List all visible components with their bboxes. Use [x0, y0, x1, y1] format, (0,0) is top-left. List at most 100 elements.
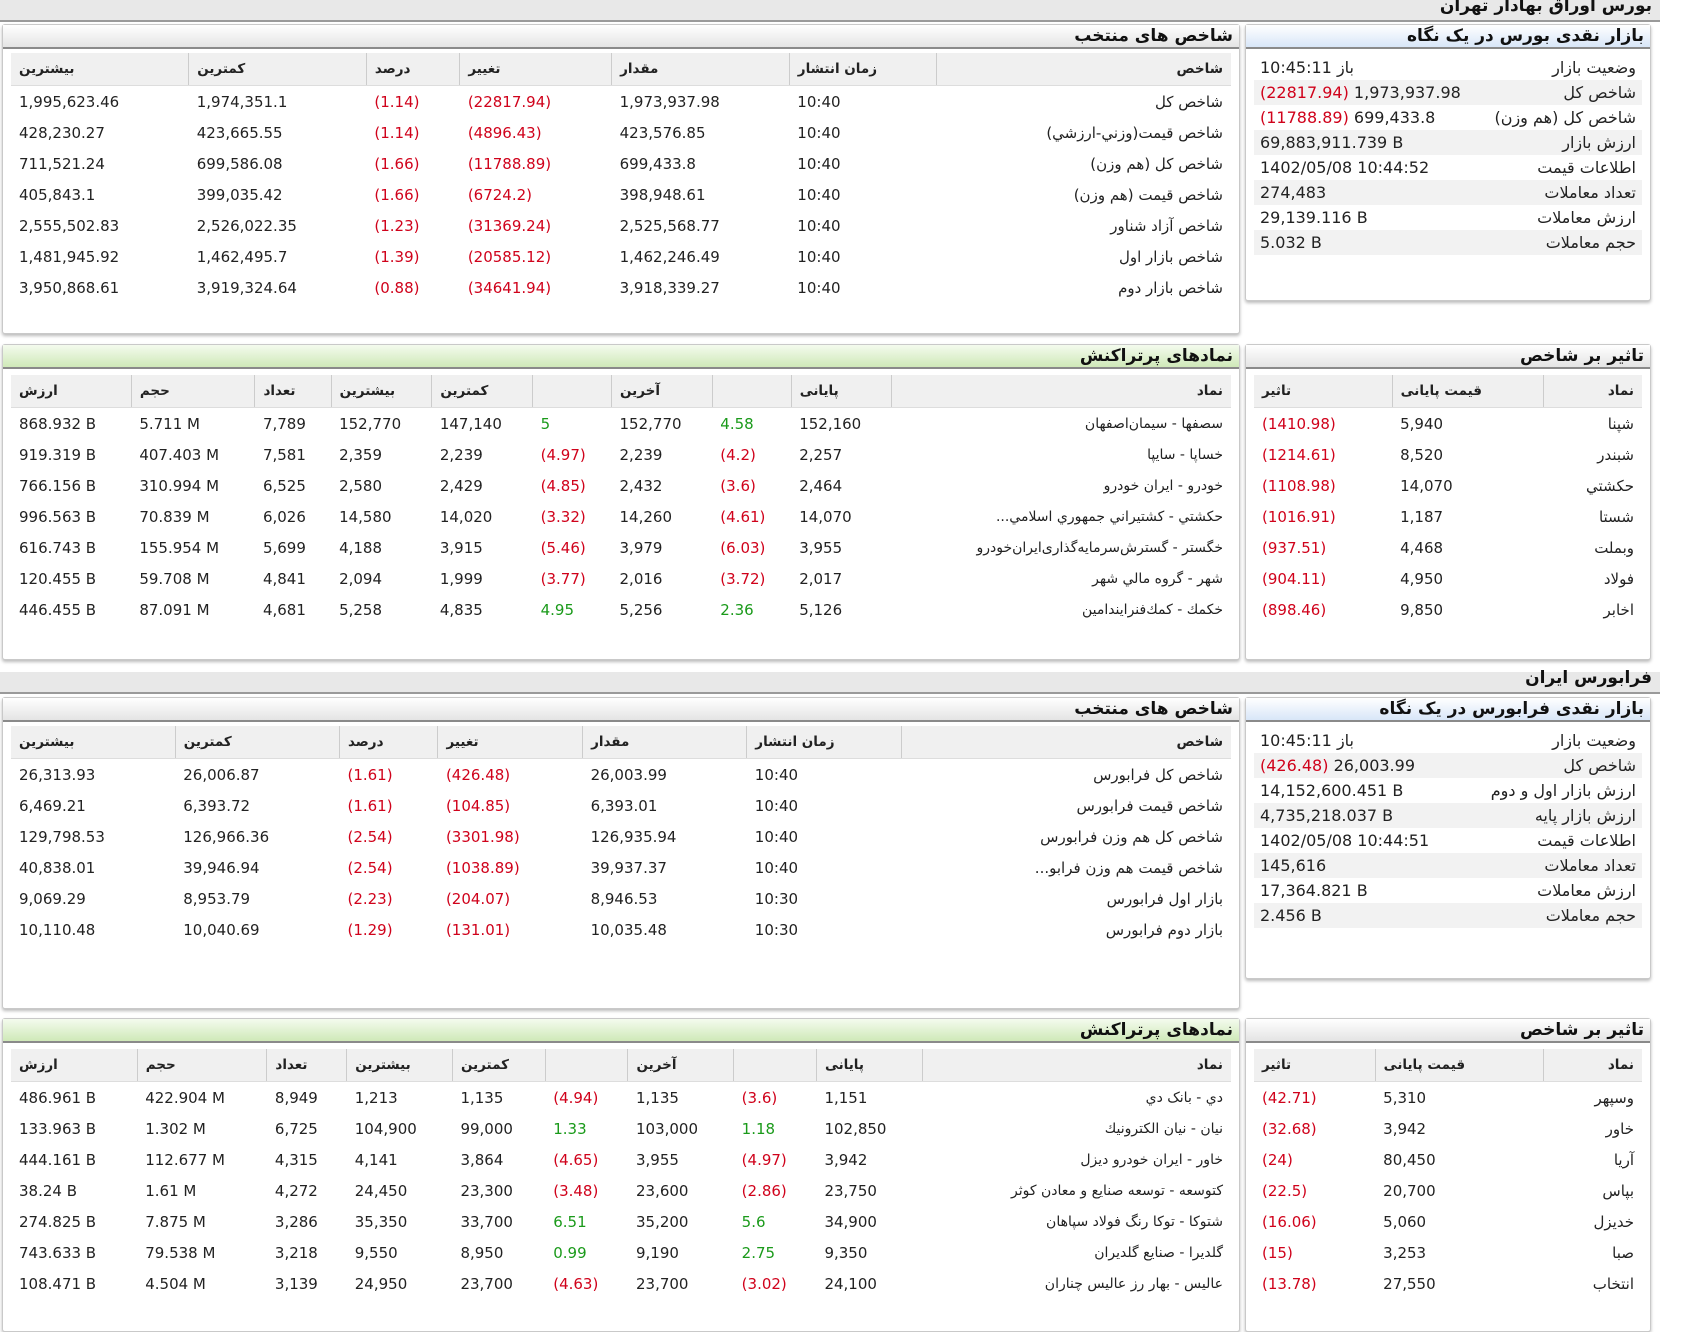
index-time: 10:40: [797, 216, 841, 235]
active-symbol-row[interactable]: خودرو - ایران‌ خودرو 2,464 (3.6) 2,432 (4.85…: [11, 470, 1231, 501]
impact-row[interactable]: آريا 80,450 (24): [1254, 1144, 1642, 1175]
index-min: 2,526,022.35: [196, 216, 297, 235]
index-row[interactable]: شاخص قيمت فرابورس 10:40 6,393.01 (104.85) (1…: [11, 790, 1231, 821]
impact-effect: (937.51): [1262, 538, 1327, 557]
summary-label: حجم معاملات: [1461, 903, 1642, 928]
index-time: 10:40: [754, 796, 799, 815]
active-symbol-row[interactable]: شهر - گروه مالي شهر 2,017 (3.72) 2,016 (3.77…: [11, 563, 1231, 594]
active-symbol-row[interactable]: دي - بانک دي 1,151 (3.6) 1,135 (4.94) 1,135 1,…: [11, 1082, 1231, 1114]
impact-price: 5,060: [1383, 1212, 1427, 1231]
active-symbol-row[interactable]: خگستر - گسترش‌سرمایه‌گذاری‌ایران‌خودرو 3,…: [11, 532, 1231, 563]
tehran-summary-header: بازار نقدی بورس در یک نگاه: [1246, 25, 1650, 49]
index-row[interactable]: شاخص قيمت(وزني-ارزشي) 10:40 423,576.85 (489…: [11, 117, 1231, 148]
impact-row[interactable]: شپنا 5,940 (1410.98): [1254, 408, 1642, 440]
farabourse-indices-header: شاخص های منتخب: [3, 698, 1239, 722]
active-symbol-row[interactable]: عاليس - بهار رز عاليس چناران 24,100 (3.02)…: [11, 1268, 1231, 1299]
index-row[interactable]: شاخص كل فرابورس 10:40 26,003.99 (426.48) (1.…: [11, 759, 1231, 791]
index-time: 10:40: [754, 858, 799, 877]
index-row[interactable]: شاخص آزاد شناور 10:40 2,525,568.77 (31369.2…: [11, 210, 1231, 241]
active-symbol-row[interactable]: خساپا - سایپا 2,257 (4.2) 2,239 (4.97) 2,239 2…: [11, 439, 1231, 470]
impact-row[interactable]: حکشتي 14,070 (1108.98): [1254, 470, 1642, 501]
active-symbol-row[interactable]: كتوسعه - توسعه صنايع و معادن كوثر 23,750 (…: [11, 1175, 1231, 1206]
summary-value-cell: 17,364.821 B: [1254, 878, 1462, 903]
impact-row[interactable]: خديزل 5,060 (16.06): [1254, 1206, 1642, 1237]
active-last-chg: (3.77): [540, 569, 586, 588]
summary-value-cell: (426.48) 26,003.99: [1254, 753, 1462, 778]
active-symbol-row[interactable]: خاور - ايران‌ خودرو ديزل 3,942 (4.97) 3,955…: [11, 1144, 1231, 1175]
summary-row: وضعیت بازار باز 10:45:11: [1254, 55, 1642, 80]
active-symbol-row[interactable]: نيان - نيان الكترونيك 102,850 1.18 103,000 1…: [11, 1113, 1231, 1144]
active-symbol: شهر - گروه مالي شهر: [1092, 570, 1223, 587]
index-row[interactable]: بازار اول فرابورس 10:30 8,946.53 (204.07) (2…: [11, 883, 1231, 914]
impact-symbol: فولاد: [1603, 569, 1634, 588]
impact-row[interactable]: بپاس 20,700 (22.5): [1254, 1175, 1642, 1206]
column-header-max: بیشترین: [346, 1049, 453, 1082]
active-last-chg: (4.65): [553, 1150, 599, 1169]
impact-row[interactable]: انتخاب 27,550 (13.78): [1254, 1268, 1642, 1299]
column-header-max: بیشترین: [11, 53, 189, 86]
index-row[interactable]: شاخص قيمت هم وزن فرابو... 10:40 39,937.37 (…: [11, 852, 1231, 883]
impact-row[interactable]: وسپهر 5,310 (42.71): [1254, 1082, 1642, 1114]
active-value: 996.563 B: [19, 507, 97, 526]
active-volume: 407.403 M: [139, 445, 220, 464]
active-symbol-row[interactable]: گلديرا - صنايع گلديران 9,350 2.75 9,190 0.99…: [11, 1237, 1231, 1268]
impact-row[interactable]: وبملت 4,468 (937.51): [1254, 532, 1642, 563]
index-time: 10:30: [754, 920, 799, 939]
index-name: شاخص كل (هم وزن): [1090, 154, 1223, 173]
active-volume: 87.091 M: [139, 600, 210, 619]
tehran-section-header: بورس اوراق بهادار تهران: [0, 0, 1660, 22]
active-symbol-row[interactable]: حکشتي - كشتيراني جمهوري اسلامي... 14,070 (…: [11, 501, 1231, 532]
active-symbol: سصفها - سیمان‌اصفهان: [1084, 415, 1223, 432]
summary-value: 5.032 B: [1260, 233, 1322, 252]
index-time: 10:40: [797, 123, 841, 142]
summary-value: 145,616: [1260, 856, 1327, 875]
active-close: 34,900: [824, 1212, 877, 1231]
impact-row[interactable]: فولاد 4,950 (904.11): [1254, 563, 1642, 594]
active-value: 274.825 B: [19, 1212, 97, 1231]
active-last-chg: (4.97): [540, 445, 586, 464]
impact-row[interactable]: خاور 3,942 (32.68): [1254, 1113, 1642, 1144]
index-row[interactable]: شاخص بازار دوم 10:40 3,918,339.27 (34641.94…: [11, 272, 1231, 303]
active-symbol: خگستر - گسترش‌سرمایه‌گذاری‌ایران‌خودرو: [976, 539, 1223, 556]
active-min: 99,000: [460, 1119, 513, 1138]
index-change: (6724.2): [467, 185, 533, 204]
active-symbol-row[interactable]: سصفها - سیمان‌اصفهان 152,160 4.58 152,770 5 1…: [11, 408, 1231, 440]
active-max: 9,550: [354, 1243, 398, 1262]
tehran-section-title: بورس اوراق بهادار تهران: [1439, 0, 1652, 16]
index-row[interactable]: شاخص قيمت (هم وزن) 10:40 398,948.61 (6724.2…: [11, 179, 1231, 210]
active-symbol: شتوكا - توكا رنگ فولاد سپاهان: [1046, 1213, 1223, 1230]
active-close: 152,160: [799, 414, 862, 433]
active-max: 5,258: [339, 600, 383, 619]
active-last: 103,000: [635, 1119, 699, 1138]
index-change: (31369.24): [467, 216, 552, 235]
active-close-chg: 1.18: [741, 1119, 776, 1138]
column-header-price: قیمت پایانی: [1391, 375, 1544, 408]
impact-effect: (1108.98): [1262, 476, 1336, 495]
active-count: 4,315: [274, 1150, 318, 1169]
index-row[interactable]: شاخص بازار اول 10:40 1,462,246.49 (20585.12…: [11, 241, 1231, 272]
active-symbol: كتوسعه - توسعه صنايع و معادن كوثر: [1010, 1182, 1223, 1199]
active-symbol-row[interactable]: شتوكا - توكا رنگ فولاد سپاهان 34,900 5.6 35…: [11, 1206, 1231, 1237]
farabourse-indices-table: شاخص زمان انتشار مقدار تغییر درصد کمترین بیشتر…: [11, 726, 1231, 945]
impact-row[interactable]: صبا 3,253 (15): [1254, 1237, 1642, 1268]
impact-row[interactable]: شستا 1,187 (1016.91): [1254, 501, 1642, 532]
active-last: 5,256: [619, 600, 663, 619]
tehran-summary-table: وضعیت بازار باز 10:45:11 شاخص کل (22817.94)…: [1254, 55, 1642, 255]
index-row[interactable]: شاخص كل (هم وزن) 10:40 699,433.8 (11788.89)…: [11, 148, 1231, 179]
column-header-symbol: نماد: [1543, 1049, 1642, 1082]
index-row[interactable]: شاخص كل هم وزن فرابورس 10:40 126,935.94 (33…: [11, 821, 1231, 852]
index-row[interactable]: شاخص كل 10:40 1,973,937.98 (22817.94) (1.14)…: [11, 86, 1231, 118]
index-row[interactable]: بازار دوم فرابورس 10:30 10,035.48 (131.01) (…: [11, 914, 1231, 945]
active-symbol-row[interactable]: خكمك - كمك‌فنرايندامين 5,126 2.36 5,256 4.95…: [11, 594, 1231, 625]
active-volume: 5.711 M: [139, 414, 200, 433]
summary-value: باز 10:45:11: [1260, 58, 1354, 77]
impact-row[interactable]: شبندر 8,520 (1214.61): [1254, 439, 1642, 470]
summary-label: اطلاعات قیمت: [1537, 831, 1636, 850]
summary-row: شاخص کل (22817.94) 1,973,937.98: [1254, 80, 1642, 105]
index-min: 1,462,495.7: [196, 247, 288, 266]
farabourse-summary-title: بازار نقدی فرابورس در یک نگاه: [1379, 699, 1644, 719]
farabourse-active-title: نمادهای پرتراکنش: [1079, 1020, 1233, 1040]
index-value: 1,973,937.98: [619, 92, 720, 111]
impact-row[interactable]: اخابر 9,850 (898.46): [1254, 594, 1642, 625]
active-close-chg: (4.61): [720, 507, 766, 526]
